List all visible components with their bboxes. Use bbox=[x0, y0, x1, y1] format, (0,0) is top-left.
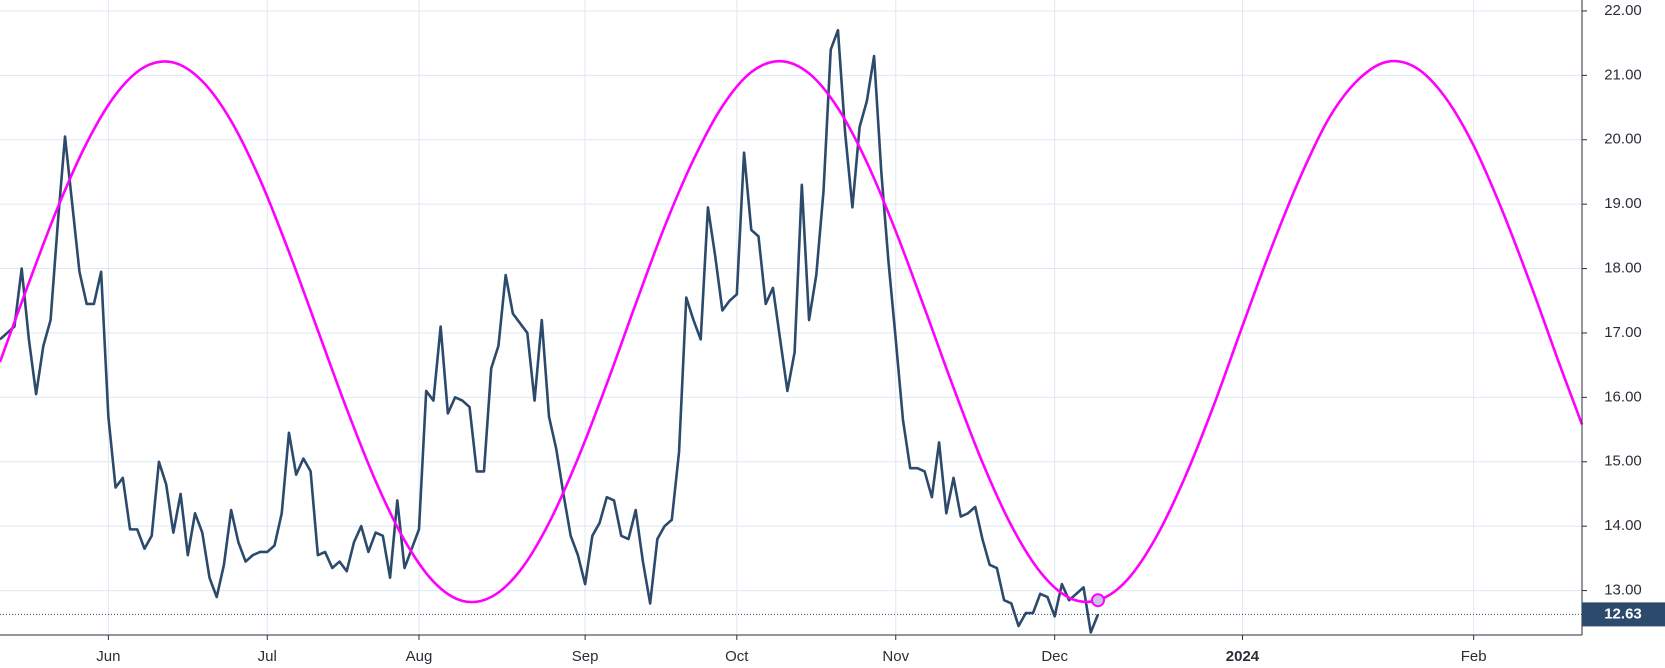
plot bbox=[0, 28, 1584, 634]
x-tick-label: Jul bbox=[258, 648, 277, 665]
y-tick-label: 15.00 bbox=[1604, 453, 1642, 470]
last-price-label: 12.63 bbox=[1604, 605, 1642, 622]
cycle-marker bbox=[1091, 593, 1106, 608]
y-tick-label: 14.00 bbox=[1604, 517, 1642, 534]
y-tick-label: 22.00 bbox=[1604, 2, 1642, 19]
x-tick-label: Feb bbox=[1461, 648, 1487, 665]
y-tick-label: 17.00 bbox=[1604, 324, 1642, 341]
x-tick-label: Aug bbox=[406, 648, 433, 665]
x-tick-label: Oct bbox=[725, 648, 749, 665]
series-line bbox=[0, 59, 1584, 604]
series-line bbox=[0, 28, 1100, 634]
y-tick-label: 16.00 bbox=[1604, 388, 1642, 405]
x-tick-label: Dec bbox=[1041, 648, 1068, 665]
x-tick-label: Sep bbox=[572, 648, 599, 665]
axis-labels: 13.00 14.00 15.00 16.00 17.00 18.00 19.00 20.00… bbox=[96, 2, 1665, 665]
grid bbox=[0, 0, 1582, 635]
y-tick-label: 21.00 bbox=[1604, 66, 1642, 83]
y-tick-label: 20.00 bbox=[1604, 131, 1642, 148]
x-tick-label: Jun bbox=[96, 648, 120, 665]
y-tick-label: 19.00 bbox=[1604, 195, 1642, 212]
y-tick-label: 18.00 bbox=[1604, 260, 1642, 277]
x-tick-label: Nov bbox=[882, 648, 909, 665]
y-tick-label: 13.00 bbox=[1604, 582, 1642, 599]
x-tick-label: 2024 bbox=[1226, 648, 1260, 665]
last-price-box bbox=[1582, 602, 1665, 627]
